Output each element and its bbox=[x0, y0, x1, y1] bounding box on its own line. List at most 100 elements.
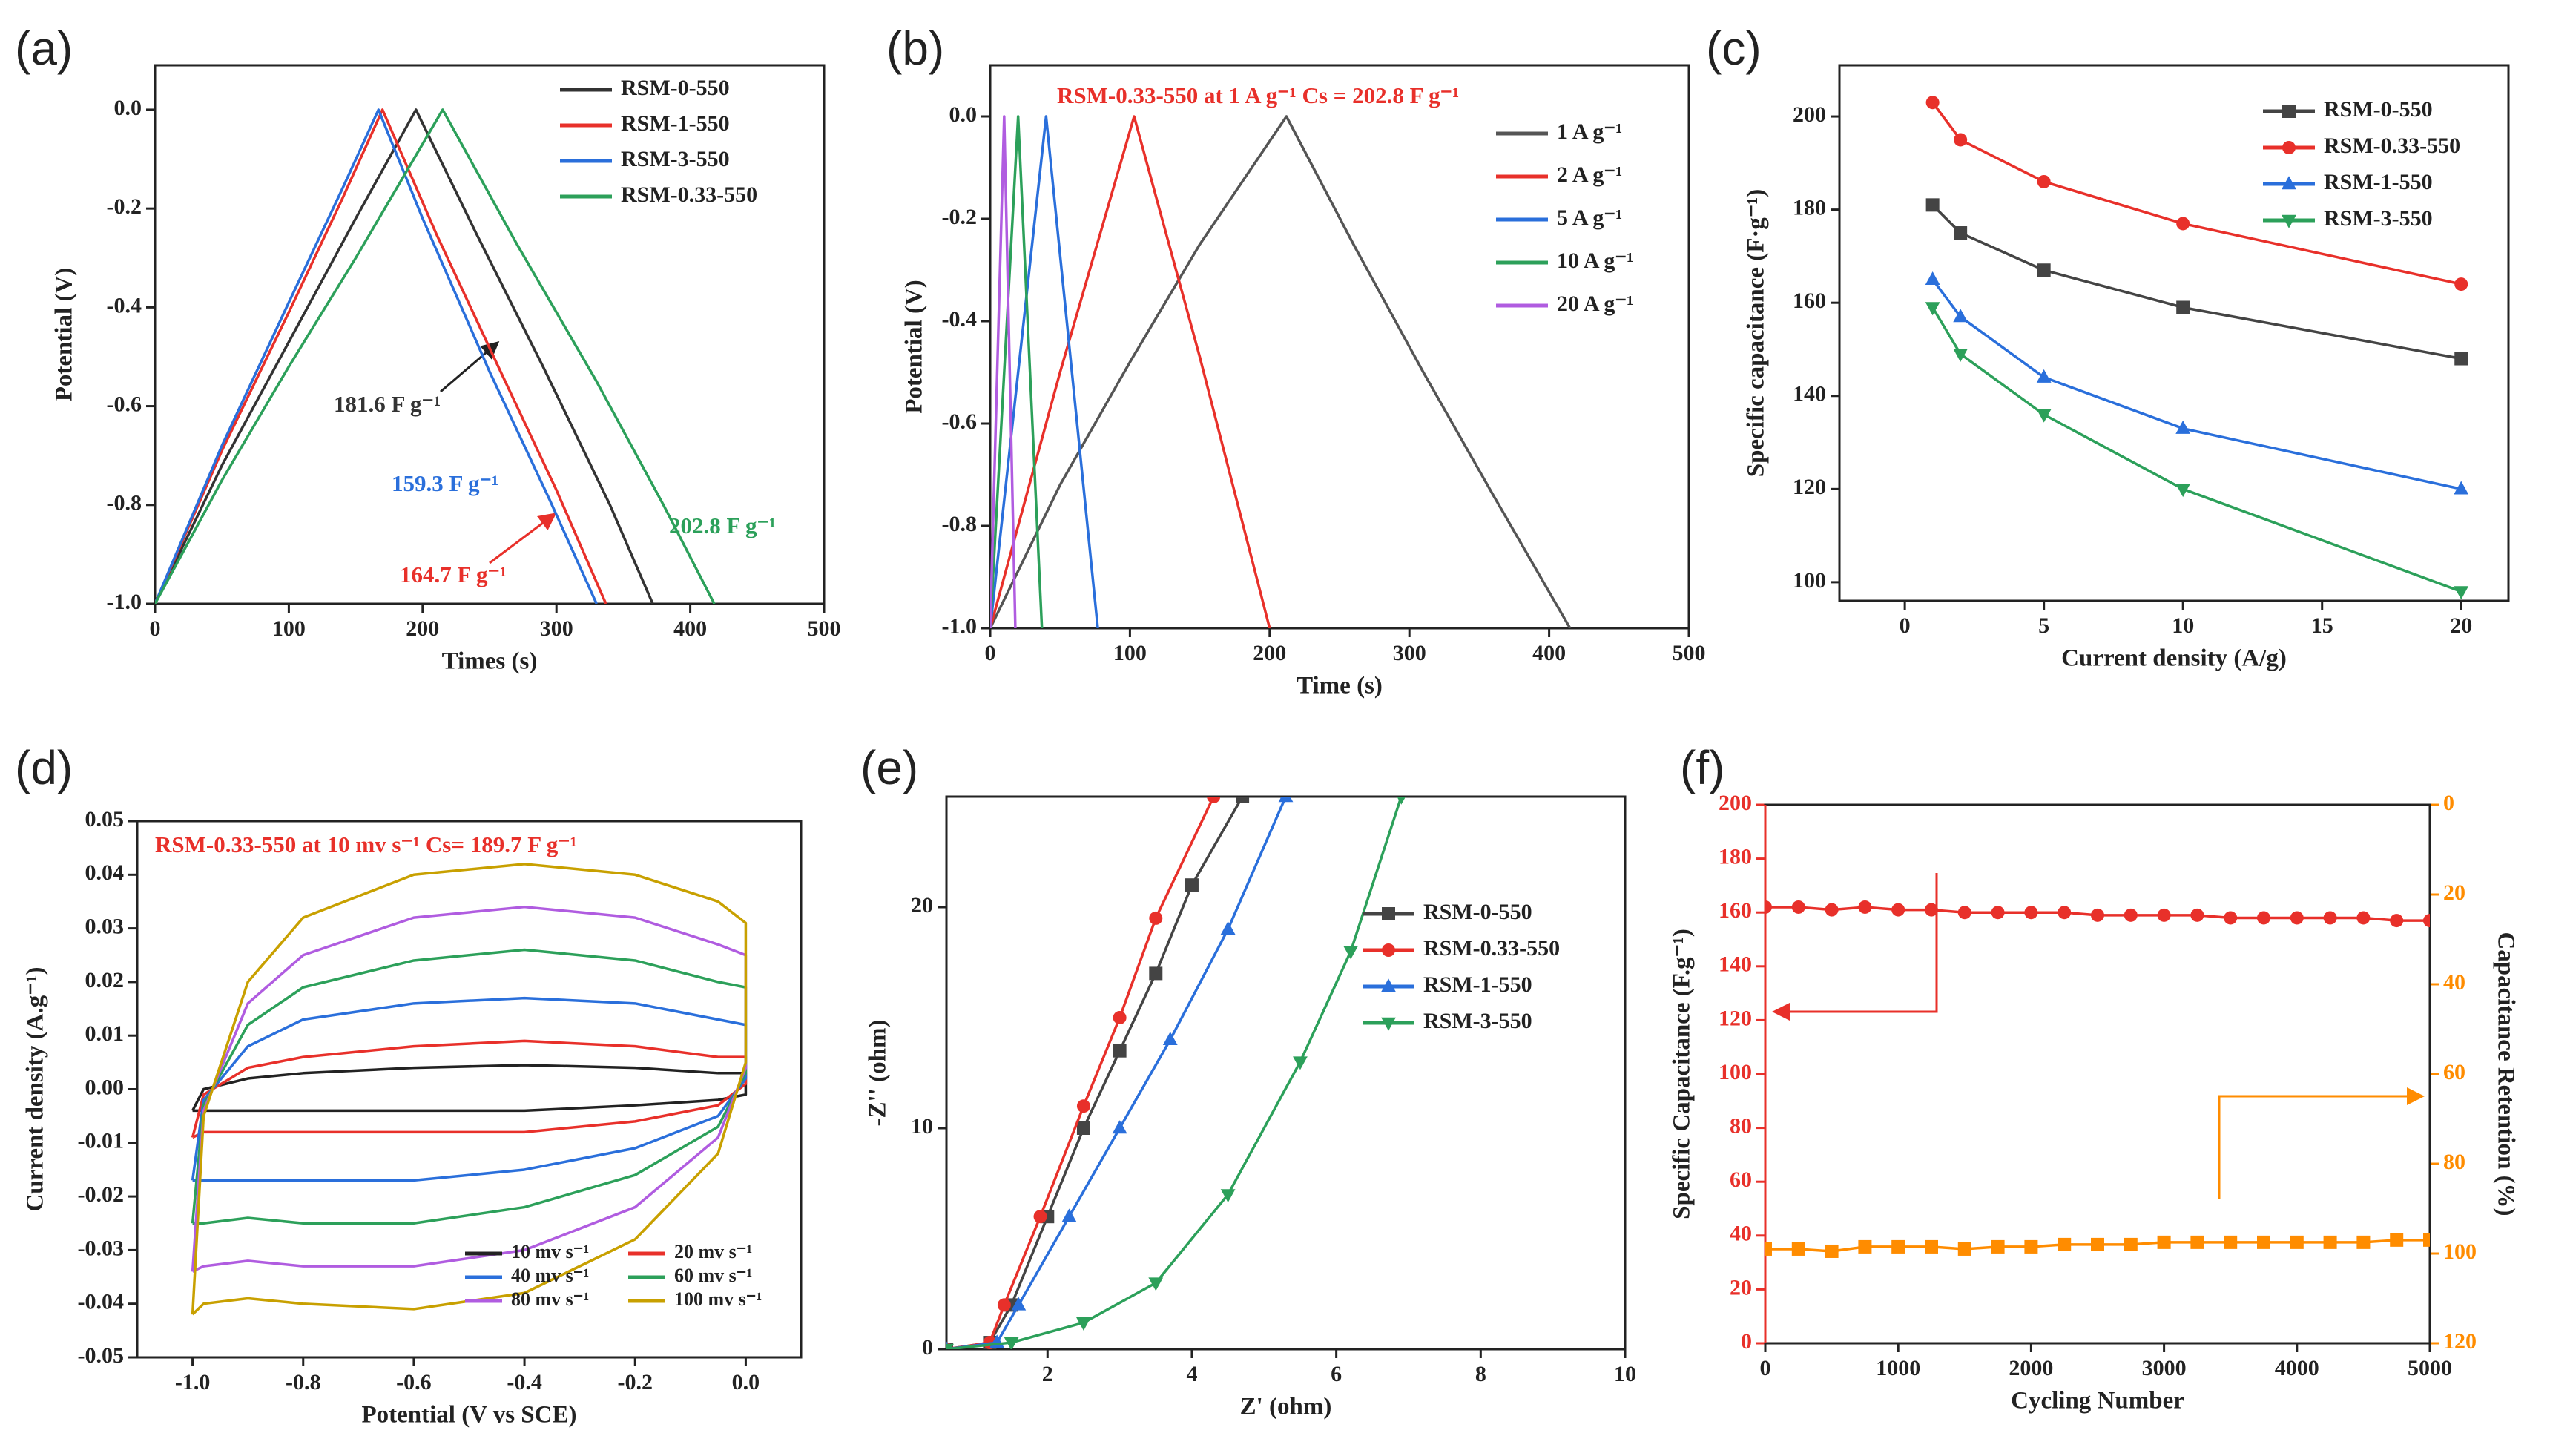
marker bbox=[1791, 1242, 1805, 1256]
series-line bbox=[990, 115, 1572, 628]
marker bbox=[1953, 349, 1968, 363]
marker bbox=[946, 1343, 954, 1349]
marker bbox=[1236, 797, 1250, 803]
plot-area bbox=[990, 115, 1572, 628]
marker bbox=[1957, 1242, 1971, 1256]
marker bbox=[2157, 908, 2171, 922]
y-tick-label: -0.8 bbox=[942, 512, 978, 536]
marker bbox=[1278, 797, 1294, 803]
marker bbox=[2175, 420, 2191, 434]
y-tick-label: 100 bbox=[1793, 568, 1826, 593]
x-tick-label: 0 bbox=[985, 641, 996, 665]
marker bbox=[2176, 217, 2190, 231]
panel-label: (f) bbox=[1680, 741, 1724, 794]
y-tick-label: 0.02 bbox=[85, 968, 125, 992]
x-tick-label: 500 bbox=[808, 616, 841, 641]
x-tick-label: 4000 bbox=[2275, 1356, 2319, 1380]
y-axis-label: Potential (V) bbox=[51, 268, 78, 402]
y-axis-label: Current density (A.g⁻¹) bbox=[22, 966, 49, 1211]
y-tick-label: 0.00 bbox=[85, 1075, 125, 1099]
plot-area bbox=[155, 108, 716, 604]
marker bbox=[2454, 586, 2469, 600]
series-line bbox=[191, 905, 748, 1273]
y-tick-label: -0.6 bbox=[942, 409, 978, 434]
x-tick-label: 400 bbox=[1532, 641, 1566, 665]
y-tick-label: -1.0 bbox=[107, 590, 142, 614]
marker bbox=[1891, 1239, 1905, 1254]
y-tick-label: 200 bbox=[1793, 102, 1826, 127]
marker bbox=[1925, 1239, 1938, 1254]
y-tick-label: 60 bbox=[1730, 1167, 1752, 1192]
y2-tick-label: 0 bbox=[2443, 791, 2454, 815]
marker bbox=[2390, 914, 2404, 928]
series-line bbox=[990, 115, 1017, 628]
x-tick-label: -0.2 bbox=[618, 1370, 653, 1394]
series-line bbox=[191, 948, 748, 1225]
y2-tick-label: 20 bbox=[2443, 880, 2465, 905]
x-axis-label: Z' (ohm) bbox=[1240, 1394, 1332, 1420]
series-line bbox=[990, 115, 1271, 628]
x-tick-label: 1000 bbox=[1876, 1356, 1920, 1380]
legend-label: 20 mv s⁻¹ bbox=[674, 1241, 752, 1262]
marker bbox=[1343, 946, 1359, 960]
series-line bbox=[155, 108, 607, 604]
marker bbox=[2290, 911, 2304, 925]
marker bbox=[1382, 907, 1395, 920]
y-axis-label: Specific Capacitance (F.g⁻¹) bbox=[1669, 929, 1696, 1219]
annotation: RSM-0.33-550 at 10 mv s⁻¹ Cs= 189.7 F g⁻… bbox=[155, 831, 577, 857]
y-tick-label: 10 bbox=[911, 1114, 933, 1139]
y-tick-label: 0 bbox=[1741, 1329, 1752, 1354]
marker bbox=[1220, 921, 1236, 935]
y-tick-label: -0.2 bbox=[107, 194, 142, 219]
marker bbox=[1925, 271, 1940, 285]
x-tick-label: -0.4 bbox=[507, 1370, 542, 1394]
y-tick-label: 180 bbox=[1793, 196, 1826, 220]
marker bbox=[2454, 481, 2469, 495]
series-line bbox=[946, 797, 1403, 1349]
y-tick-label: 20 bbox=[1730, 1275, 1752, 1299]
legend-label: RSM-3-550 bbox=[1423, 1009, 1532, 1033]
x-tick-label: 200 bbox=[406, 616, 439, 641]
marker bbox=[1891, 903, 1905, 917]
x-axis-label: Potential (V vs SCE) bbox=[362, 1402, 577, 1429]
arrow bbox=[489, 513, 557, 564]
x-tick-label: 6 bbox=[1331, 1362, 1342, 1386]
marker bbox=[2124, 908, 2138, 922]
marker bbox=[1149, 911, 1163, 925]
x-tick-label: 3000 bbox=[2142, 1356, 2187, 1380]
marker bbox=[1765, 1242, 1772, 1256]
marker bbox=[1382, 943, 1395, 957]
x-tick-label: -0.6 bbox=[396, 1370, 432, 1394]
marker bbox=[1825, 903, 1839, 917]
panel-label: (e) bbox=[860, 741, 918, 794]
legend-label: RSM-3-550 bbox=[2324, 206, 2433, 231]
marker bbox=[1113, 1011, 1127, 1024]
legend-label: 5 A g⁻¹ bbox=[1557, 205, 1622, 230]
legend-label: RSM-1-550 bbox=[2324, 170, 2433, 194]
arrow bbox=[1772, 873, 1938, 1021]
marker bbox=[2224, 1235, 2238, 1249]
marker bbox=[1925, 903, 1938, 917]
y-tick-label: 160 bbox=[1719, 898, 1752, 923]
marker bbox=[2024, 1239, 2038, 1254]
marker bbox=[1791, 900, 1805, 914]
marker bbox=[2423, 914, 2430, 928]
x-axis-label: Time (s) bbox=[1297, 673, 1383, 699]
x-tick-label: 2 bbox=[1042, 1362, 1053, 1386]
marker bbox=[2190, 1235, 2204, 1249]
marker bbox=[2058, 906, 2072, 920]
x-tick-label: 15 bbox=[2311, 613, 2333, 638]
marker bbox=[2282, 214, 2296, 228]
marker bbox=[1953, 309, 1968, 323]
series-line bbox=[990, 115, 1099, 628]
marker bbox=[1925, 302, 1940, 316]
legend-label: RSM-1-550 bbox=[621, 111, 730, 136]
legend-label: RSM-0-550 bbox=[621, 76, 730, 100]
marker bbox=[2454, 277, 2468, 291]
marker bbox=[2282, 105, 2296, 118]
marker bbox=[2257, 1235, 2270, 1249]
legend-label: RSM-3-550 bbox=[621, 147, 730, 171]
plot-area bbox=[191, 863, 748, 1316]
x-axis-label: Current density (A/g) bbox=[2061, 645, 2287, 672]
